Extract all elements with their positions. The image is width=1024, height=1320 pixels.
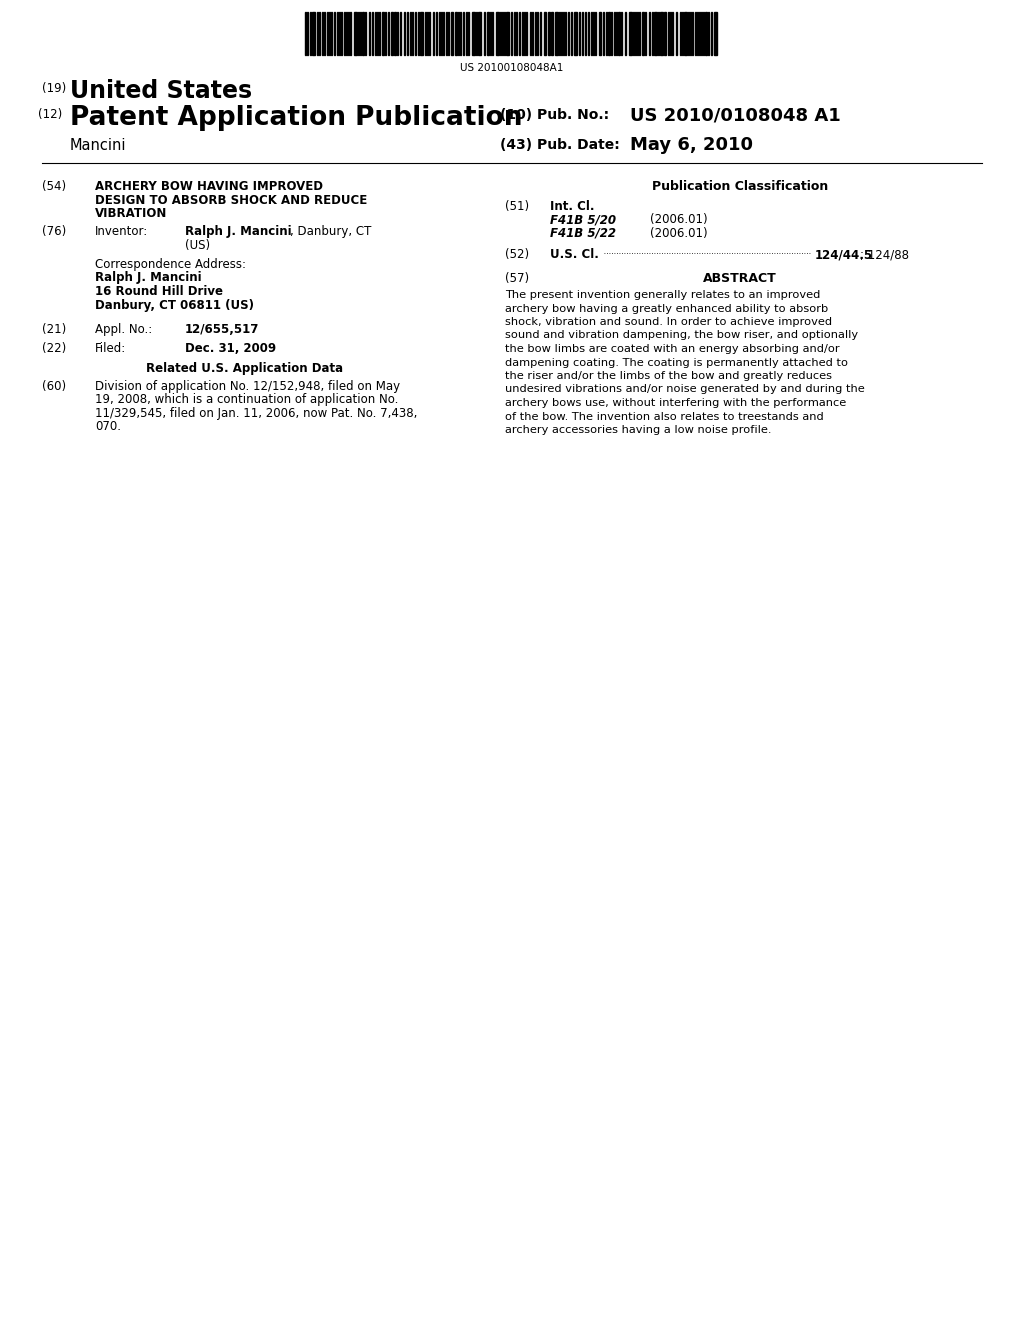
- Text: Correspondence Address:: Correspondence Address:: [95, 257, 246, 271]
- Text: shock, vibration and sound. In order to achieve improved: shock, vibration and sound. In order to …: [505, 317, 833, 327]
- Bar: [714, 12, 717, 55]
- Bar: [574, 12, 577, 55]
- Bar: [599, 12, 601, 55]
- Text: F41B 5/20: F41B 5/20: [550, 214, 616, 227]
- Bar: [705, 12, 707, 55]
- Text: (2006.01): (2006.01): [650, 227, 708, 240]
- Text: (12): (12): [38, 108, 62, 121]
- Bar: [506, 12, 509, 55]
- Text: (19): (19): [42, 82, 67, 95]
- Text: of the bow. The invention also relates to treestands and: of the bow. The invention also relates t…: [505, 412, 823, 421]
- Text: ABSTRACT: ABSTRACT: [703, 272, 777, 285]
- Bar: [684, 12, 687, 55]
- Bar: [420, 12, 423, 55]
- Bar: [496, 12, 499, 55]
- Bar: [472, 12, 475, 55]
- Text: 12/655,517: 12/655,517: [185, 323, 259, 337]
- Text: U.S. Cl.: U.S. Cl.: [550, 248, 599, 261]
- Bar: [478, 12, 481, 55]
- Bar: [608, 12, 610, 55]
- Text: ARCHERY BOW HAVING IMPROVED: ARCHERY BOW HAVING IMPROVED: [95, 180, 323, 193]
- Bar: [544, 12, 546, 55]
- Bar: [555, 12, 558, 55]
- Text: archery bow having a greatly enhanced ability to absorb: archery bow having a greatly enhanced ab…: [505, 304, 828, 314]
- Text: Danbury, CT 06811 (US): Danbury, CT 06811 (US): [95, 298, 254, 312]
- Text: dampening coating. The coating is permanently attached to: dampening coating. The coating is perman…: [505, 358, 848, 367]
- Text: archery accessories having a low noise profile.: archery accessories having a low noise p…: [505, 425, 771, 436]
- Text: the riser and/or the limbs of the bow and greatly reduces: the riser and/or the limbs of the bow an…: [505, 371, 831, 381]
- Bar: [629, 12, 632, 55]
- Bar: [664, 12, 666, 55]
- Text: 19, 2008, which is a continuation of application No.: 19, 2008, which is a continuation of app…: [95, 393, 398, 407]
- Text: US 20100108048A1: US 20100108048A1: [461, 63, 563, 73]
- Text: , Danbury, CT: , Danbury, CT: [290, 224, 372, 238]
- Text: Filed:: Filed:: [95, 342, 126, 355]
- Bar: [312, 12, 315, 55]
- Bar: [382, 12, 384, 55]
- Bar: [551, 12, 553, 55]
- Text: (54): (54): [42, 180, 67, 193]
- Bar: [455, 12, 457, 55]
- Text: United States: United States: [70, 79, 252, 103]
- Text: 11/329,545, filed on Jan. 11, 2006, now Pat. No. 7,438,: 11/329,545, filed on Jan. 11, 2006, now …: [95, 407, 418, 420]
- Bar: [654, 12, 657, 55]
- Text: Division of application No. 12/152,948, filed on May: Division of application No. 12/152,948, …: [95, 380, 400, 393]
- Bar: [362, 12, 364, 55]
- Bar: [354, 12, 357, 55]
- Text: Ralph J. Mancini: Ralph J. Mancini: [95, 272, 202, 285]
- Text: the bow limbs are coated with an energy absorbing and/or: the bow limbs are coated with an energy …: [505, 345, 840, 354]
- Text: (60): (60): [42, 380, 67, 393]
- Text: 124/44.5: 124/44.5: [815, 248, 873, 261]
- Text: 070.: 070.: [95, 421, 121, 433]
- Bar: [391, 12, 393, 55]
- Text: The present invention generally relates to an improved: The present invention generally relates …: [505, 290, 820, 300]
- Text: VIBRATION: VIBRATION: [95, 207, 167, 220]
- Text: F41B 5/22: F41B 5/22: [550, 227, 616, 240]
- Text: 16 Round Hill Drive: 16 Round Hill Drive: [95, 285, 223, 298]
- Text: Appl. No.:: Appl. No.:: [95, 323, 153, 337]
- Text: Dec. 31, 2009: Dec. 31, 2009: [185, 342, 276, 355]
- Text: (57): (57): [505, 272, 529, 285]
- Bar: [487, 12, 489, 55]
- Text: Related U.S. Application Data: Related U.S. Application Data: [146, 362, 344, 375]
- Text: (51): (51): [505, 201, 529, 213]
- Text: (21): (21): [42, 323, 67, 337]
- Bar: [660, 12, 663, 55]
- Text: Mancini: Mancini: [70, 139, 127, 153]
- Text: Int. Cl.: Int. Cl.: [550, 201, 595, 213]
- Text: sound and vibration dampening, the bow riser, and optionally: sound and vibration dampening, the bow r…: [505, 330, 858, 341]
- Bar: [548, 12, 550, 55]
- Text: Ralph J. Mancini: Ralph J. Mancini: [185, 224, 292, 238]
- Text: (22): (22): [42, 342, 67, 355]
- Text: DESIGN TO ABSORB SHOCK AND REDUCE: DESIGN TO ABSORB SHOCK AND REDUCE: [95, 194, 368, 206]
- Text: Publication Classification: Publication Classification: [652, 180, 828, 193]
- Bar: [394, 12, 396, 55]
- Text: undesired vibrations and/or noise generated by and during the: undesired vibrations and/or noise genera…: [505, 384, 864, 395]
- Text: US 2010/0108048 A1: US 2010/0108048 A1: [630, 106, 841, 124]
- Text: (2006.01): (2006.01): [650, 214, 708, 227]
- Bar: [642, 12, 644, 55]
- Text: May 6, 2010: May 6, 2010: [630, 136, 753, 154]
- Text: (76): (76): [42, 224, 67, 238]
- Text: ; 124/88: ; 124/88: [860, 248, 909, 261]
- Text: (US): (US): [185, 239, 210, 252]
- Text: Inventor:: Inventor:: [95, 224, 148, 238]
- Text: (43) Pub. Date:: (43) Pub. Date:: [500, 139, 620, 152]
- Text: (10) Pub. No.:: (10) Pub. No.:: [500, 108, 609, 121]
- Text: Patent Application Publication: Patent Application Publication: [70, 106, 522, 131]
- Bar: [618, 12, 620, 55]
- Text: (52): (52): [505, 248, 529, 261]
- Bar: [451, 12, 453, 55]
- Text: archery bows use, without interfering with the performance: archery bows use, without interfering wi…: [505, 399, 846, 408]
